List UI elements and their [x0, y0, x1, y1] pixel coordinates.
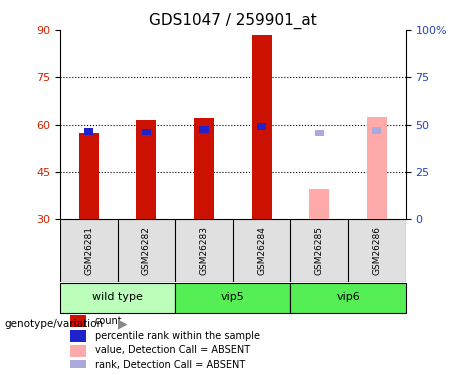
Text: vip6: vip6 — [336, 292, 360, 302]
Bar — [70, 315, 86, 327]
Bar — [367, 117, 387, 219]
Bar — [79, 133, 99, 219]
Bar — [315, 130, 324, 136]
Bar — [200, 126, 208, 133]
Bar — [252, 35, 272, 219]
Text: GSM26285: GSM26285 — [315, 226, 324, 275]
Bar — [372, 127, 381, 134]
Bar — [194, 118, 214, 219]
Text: percentile rank within the sample: percentile rank within the sample — [95, 330, 260, 340]
FancyBboxPatch shape — [60, 283, 175, 313]
Bar — [70, 360, 86, 372]
Text: GSM26282: GSM26282 — [142, 226, 151, 275]
Bar — [70, 330, 86, 342]
Text: GSM26284: GSM26284 — [257, 226, 266, 275]
Text: rank, Detection Call = ABSENT: rank, Detection Call = ABSENT — [95, 360, 245, 370]
Text: GSM26283: GSM26283 — [200, 226, 208, 275]
Bar — [348, 219, 406, 282]
Text: GSM26281: GSM26281 — [84, 226, 93, 275]
Text: vip5: vip5 — [221, 292, 245, 302]
Bar — [233, 219, 290, 282]
Text: count: count — [95, 316, 122, 326]
Bar — [142, 129, 151, 135]
Bar — [84, 128, 93, 135]
Bar — [175, 219, 233, 282]
Text: ▶: ▶ — [118, 318, 127, 331]
Bar — [309, 189, 329, 219]
Bar — [70, 345, 86, 357]
Bar — [257, 123, 266, 130]
Text: wild type: wild type — [92, 292, 143, 302]
Bar — [60, 219, 118, 282]
FancyBboxPatch shape — [175, 283, 290, 313]
Text: genotype/variation: genotype/variation — [5, 320, 104, 329]
Title: GDS1047 / 259901_at: GDS1047 / 259901_at — [149, 12, 317, 28]
Text: GSM26286: GSM26286 — [372, 226, 381, 275]
Bar — [290, 219, 348, 282]
Bar — [136, 120, 156, 219]
Text: value, Detection Call = ABSENT: value, Detection Call = ABSENT — [95, 345, 249, 355]
FancyBboxPatch shape — [290, 283, 406, 313]
Bar — [118, 219, 175, 282]
